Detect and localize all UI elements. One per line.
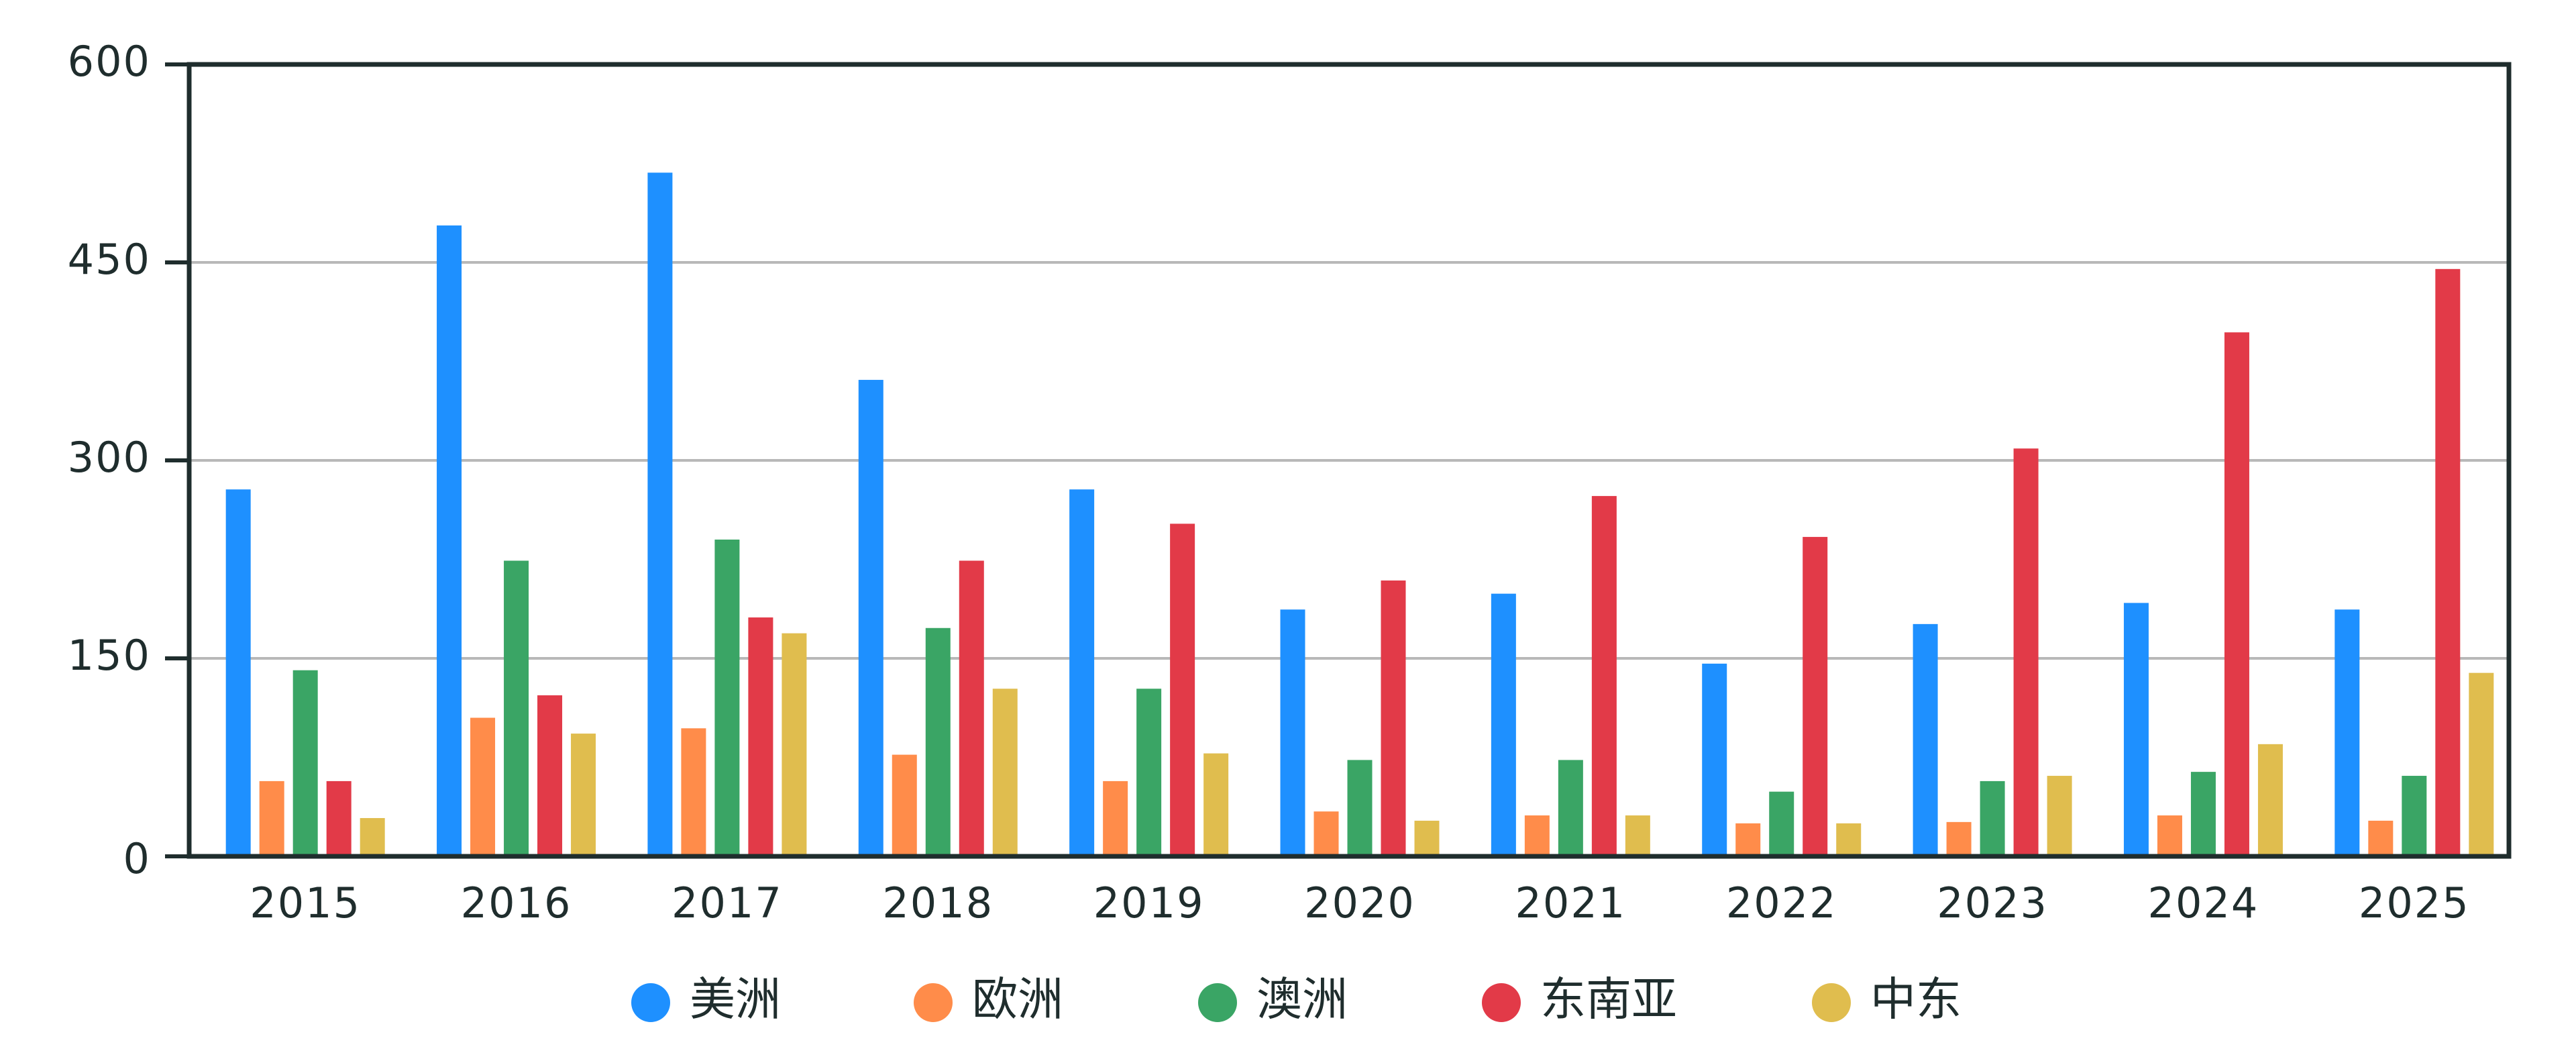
bar [1803,537,1828,856]
bar [1136,689,1162,856]
bar [892,754,917,856]
bar [1558,760,1583,856]
bar [1069,489,1095,856]
legend-swatch [1482,983,1521,1022]
legend-label: 中东 [1870,974,1962,1027]
bar [992,689,1018,856]
bar [1946,821,1972,856]
legend-label: 美洲 [690,974,781,1027]
bar [2435,268,2461,856]
bar [2334,609,2360,856]
bar [1280,609,1305,856]
x-tick-label: 2019 [1093,878,1205,927]
bar [1347,760,1373,856]
bar [2257,744,2283,856]
bar [1524,815,1550,856]
bar [1491,593,1516,856]
bar [782,633,807,856]
y-tick-label: 600 [68,37,151,86]
bar [2190,772,2216,856]
bar [2224,332,2249,856]
bar [2123,603,2149,856]
bar [360,817,385,856]
x-tick-label: 2022 [1726,878,1837,927]
y-tick-label: 450 [68,235,151,284]
bar [326,781,352,856]
bar [1625,815,1650,856]
bar [714,540,740,856]
legend-label: 东南亚 [1540,974,1677,1027]
bar [2157,815,2182,856]
bar [437,225,462,856]
y-tick-label: 0 [123,834,151,883]
bar [571,734,596,856]
bar [1735,823,1761,856]
x-tick-label: 2018 [882,878,994,927]
bar [1591,496,1617,856]
bar [2402,776,2427,856]
x-tick-label: 2023 [1937,878,2048,927]
x-tick-label: 2020 [1304,878,1415,927]
bar [1836,823,1862,856]
bar [1980,781,2005,856]
plot-frame [186,62,2512,859]
bar [959,560,984,856]
legend-swatch [631,983,670,1022]
bar [1381,580,1406,856]
x-tick-label: 2016 [461,878,572,927]
bar [858,380,883,856]
bar [470,717,496,856]
x-tick-label: 2021 [1515,878,1626,927]
bar [259,781,284,856]
x-tick-label: 2017 [672,878,783,927]
x-tick-label: 2025 [2359,878,2470,927]
bar [2013,448,2039,856]
bar [748,617,773,856]
legend-swatch [914,983,953,1022]
legend-swatch [1812,983,1851,1022]
bar [2047,776,2072,856]
legend-label: 澳洲 [1256,974,1348,1027]
bar [292,670,318,856]
bar [2469,672,2494,856]
bar [1203,753,1229,856]
bar [1913,623,1938,856]
bar [1414,820,1440,856]
bar [1170,523,1195,856]
y-tick-label: 150 [68,631,151,680]
bar [2368,820,2394,856]
bar [1103,781,1128,856]
bar [647,172,673,856]
bar [1313,811,1339,856]
bar [681,728,706,856]
bar [925,627,951,856]
bar [225,489,251,856]
legend-swatch [1198,983,1237,1022]
y-tick-label: 300 [68,433,151,482]
legend-label: 欧洲 [972,974,1063,1027]
bar [1769,791,1794,856]
x-tick-label: 2024 [2148,878,2259,927]
bar [504,560,529,856]
bar [1702,663,1727,856]
bar [537,695,563,856]
x-tick-label: 2015 [250,878,361,927]
